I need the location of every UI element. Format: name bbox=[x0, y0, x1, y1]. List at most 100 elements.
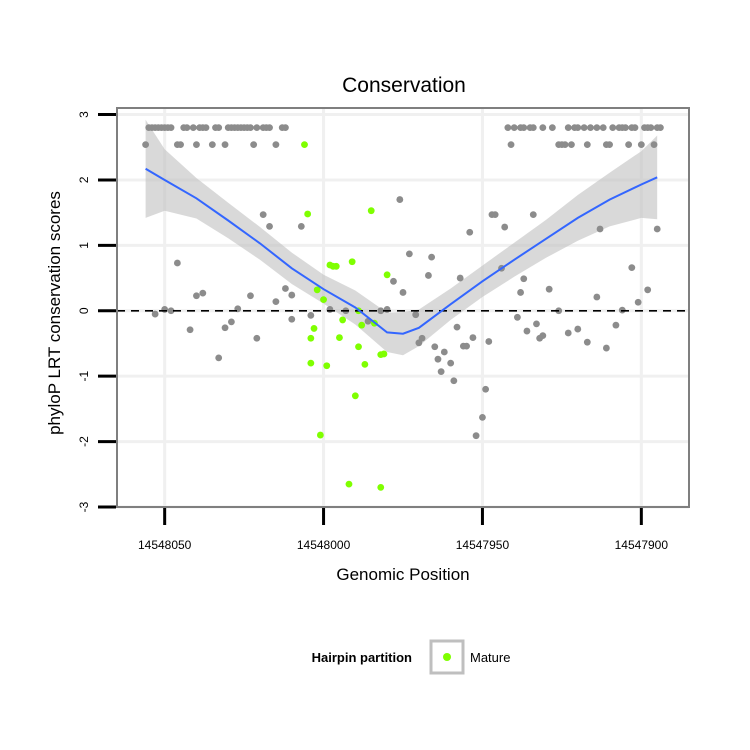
point-other-75 bbox=[437, 368, 445, 376]
point-mature-6 bbox=[316, 431, 324, 439]
point-other-17 bbox=[202, 124, 210, 132]
point-other-55 bbox=[161, 306, 169, 313]
point-mature-15 bbox=[348, 258, 356, 266]
point-other-53 bbox=[173, 259, 181, 267]
point-other-143 bbox=[583, 338, 591, 346]
legend-label-mature: Mature bbox=[470, 650, 510, 665]
point-mature-7 bbox=[320, 296, 327, 304]
point-other-138 bbox=[539, 332, 547, 340]
point-other-77 bbox=[447, 359, 455, 367]
y-tick-label-1: -2 bbox=[77, 436, 91, 447]
point-other-79 bbox=[453, 323, 461, 331]
point-other-95 bbox=[507, 141, 515, 149]
point-other-141 bbox=[564, 329, 572, 337]
point-other-109 bbox=[580, 124, 588, 132]
legend-title: Hairpin partition bbox=[312, 650, 412, 665]
point-other-43 bbox=[272, 298, 280, 306]
y-tick-label-6: 3 bbox=[77, 111, 91, 118]
point-other-130 bbox=[653, 225, 661, 233]
point-other-68 bbox=[412, 311, 420, 319]
point-other-50 bbox=[199, 289, 207, 297]
point-other-52 bbox=[186, 326, 194, 334]
point-other-110 bbox=[583, 141, 591, 149]
point-mature-2 bbox=[307, 334, 315, 342]
point-other-97 bbox=[520, 124, 528, 132]
point-other-112 bbox=[593, 124, 601, 132]
point-other-146 bbox=[602, 344, 610, 352]
point-other-34 bbox=[266, 124, 273, 132]
point-mature-21 bbox=[367, 207, 375, 215]
point-mature-0 bbox=[301, 141, 308, 149]
chart-title: Conservation bbox=[342, 74, 466, 97]
plot-border bbox=[116, 107, 690, 508]
y-tick-label-3: 0 bbox=[77, 307, 91, 314]
point-other-142 bbox=[574, 325, 582, 333]
point-other-105 bbox=[564, 124, 572, 132]
legend: Hairpin partition Mature bbox=[312, 639, 510, 675]
point-other-136 bbox=[533, 320, 540, 328]
point-other-71 bbox=[425, 272, 432, 279]
point-other-122 bbox=[631, 124, 639, 132]
point-other-41 bbox=[282, 285, 289, 292]
point-other-100 bbox=[539, 124, 547, 132]
point-other-147 bbox=[612, 321, 620, 329]
point-other-135 bbox=[529, 211, 537, 219]
point-other-54 bbox=[167, 307, 175, 315]
point-other-72 bbox=[428, 253, 435, 261]
y-tick-label-5: 2 bbox=[77, 176, 91, 183]
point-other-30 bbox=[250, 141, 258, 149]
point-other-120 bbox=[625, 141, 633, 149]
point-other-113 bbox=[599, 124, 607, 132]
point-other-29 bbox=[247, 124, 254, 132]
point-other-129 bbox=[657, 124, 664, 132]
y-tick-label-2: -1 bbox=[77, 371, 91, 382]
point-other-101 bbox=[548, 124, 556, 132]
point-other-149 bbox=[628, 264, 636, 271]
point-other-0 bbox=[142, 141, 150, 149]
point-mature-14 bbox=[345, 480, 353, 488]
point-other-126 bbox=[647, 124, 655, 132]
point-other-37 bbox=[282, 124, 289, 132]
point-mature-26 bbox=[377, 483, 385, 491]
point-other-18 bbox=[208, 141, 216, 149]
point-other-87 bbox=[482, 385, 490, 393]
point-other-44 bbox=[253, 334, 261, 342]
point-other-13 bbox=[189, 124, 197, 132]
x-tick-label-1: 14548000 bbox=[297, 538, 351, 552]
point-mature-16 bbox=[351, 392, 359, 400]
point-other-39 bbox=[259, 211, 267, 219]
point-other-151 bbox=[644, 286, 652, 294]
point-other-127 bbox=[650, 141, 658, 149]
point-other-76 bbox=[440, 348, 448, 356]
point-other-139 bbox=[545, 285, 553, 293]
point-other-58 bbox=[307, 311, 315, 319]
point-other-123 bbox=[637, 141, 645, 149]
point-other-57 bbox=[288, 315, 296, 323]
x-tick-label-2: 14547950 bbox=[456, 538, 510, 552]
point-mature-11 bbox=[332, 262, 340, 270]
point-other-67 bbox=[405, 250, 413, 258]
point-other-99 bbox=[529, 124, 537, 132]
point-other-116 bbox=[609, 124, 617, 132]
point-other-93 bbox=[510, 124, 518, 132]
point-other-59 bbox=[326, 306, 334, 313]
point-other-74 bbox=[434, 355, 442, 363]
point-other-104 bbox=[561, 141, 569, 149]
point-mature-17 bbox=[355, 343, 362, 351]
point-other-115 bbox=[606, 141, 613, 149]
point-other-108 bbox=[574, 124, 582, 132]
point-other-48 bbox=[221, 324, 229, 332]
point-mature-19 bbox=[358, 321, 366, 329]
point-other-80 bbox=[456, 274, 464, 282]
point-other-21 bbox=[221, 141, 229, 149]
y-tick-label-0: -3 bbox=[77, 501, 91, 512]
point-other-132 bbox=[514, 313, 521, 321]
point-other-45 bbox=[247, 292, 254, 300]
point-mature-25 bbox=[383, 271, 391, 279]
point-mature-20 bbox=[361, 361, 369, 368]
legend-swatch-mature bbox=[443, 653, 451, 661]
point-mature-24 bbox=[380, 350, 388, 358]
point-other-10 bbox=[177, 141, 184, 149]
point-other-61 bbox=[377, 307, 385, 315]
